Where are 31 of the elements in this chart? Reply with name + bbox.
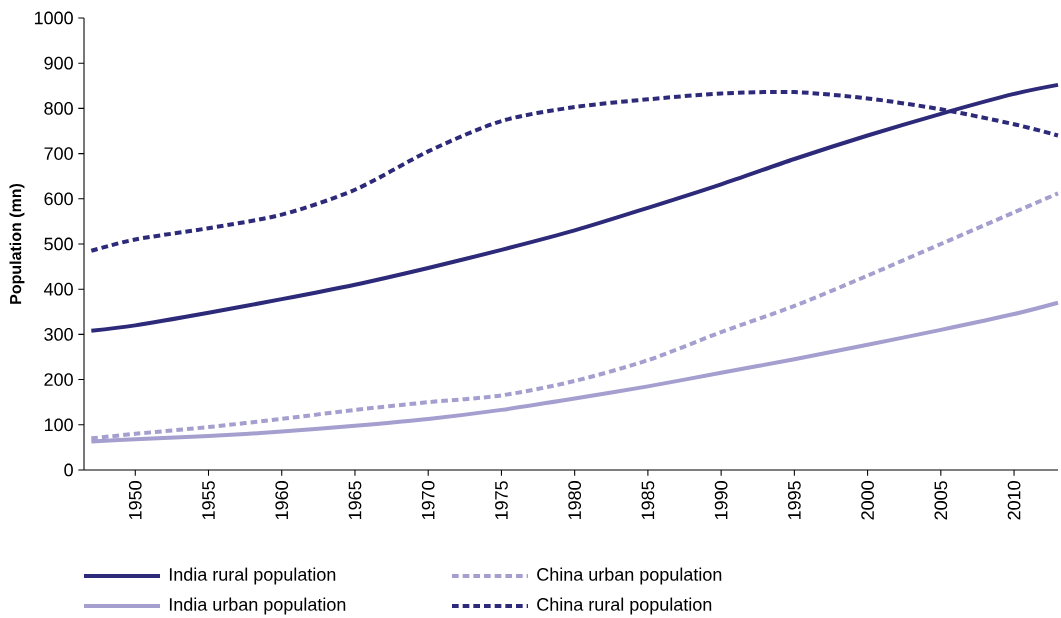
x-tick-label: 2000 xyxy=(861,481,874,520)
x-tick-label: 1990 xyxy=(714,481,728,520)
x-tick-label: 1960 xyxy=(275,481,289,520)
x-tick-label: 1970 xyxy=(421,481,435,520)
x-tick-label: 2010 xyxy=(1007,481,1021,520)
legend-label: China rural population xyxy=(537,597,712,615)
y-tick-label: 300 xyxy=(44,328,73,341)
legend-label: India rural population xyxy=(169,567,336,585)
x-tick-label: 2005 xyxy=(934,481,948,520)
y-tick-label: 0 xyxy=(64,463,73,477)
x-tick-label: 1955 xyxy=(202,481,215,520)
x-tick-label: 1965 xyxy=(348,481,362,520)
y-tick-label: 500 xyxy=(44,237,73,251)
legend-label: India urban population xyxy=(169,597,346,615)
legend-label: China urban population xyxy=(537,567,722,585)
line-series xyxy=(89,82,1060,333)
y-tick-label: 400 xyxy=(44,282,73,296)
y-tick-label: 800 xyxy=(44,102,73,115)
line-series xyxy=(89,191,1060,441)
y-tick-label: 100 xyxy=(44,418,73,432)
y-tick-label: 1000 xyxy=(34,11,73,25)
y-tick-label: 200 xyxy=(44,373,73,386)
y-tick-label: 700 xyxy=(44,147,73,160)
x-tick-label: 1975 xyxy=(495,481,508,520)
y-axis-title: Population (mn) xyxy=(9,183,25,304)
y-tick-label: 600 xyxy=(44,192,73,206)
x-tick-label: 1950 xyxy=(128,481,142,520)
x-tick-label: 1985 xyxy=(641,481,655,520)
x-tick-label: 1995 xyxy=(787,481,801,520)
x-tick-label: 1980 xyxy=(568,481,582,520)
y-tick-label: 900 xyxy=(44,56,73,70)
